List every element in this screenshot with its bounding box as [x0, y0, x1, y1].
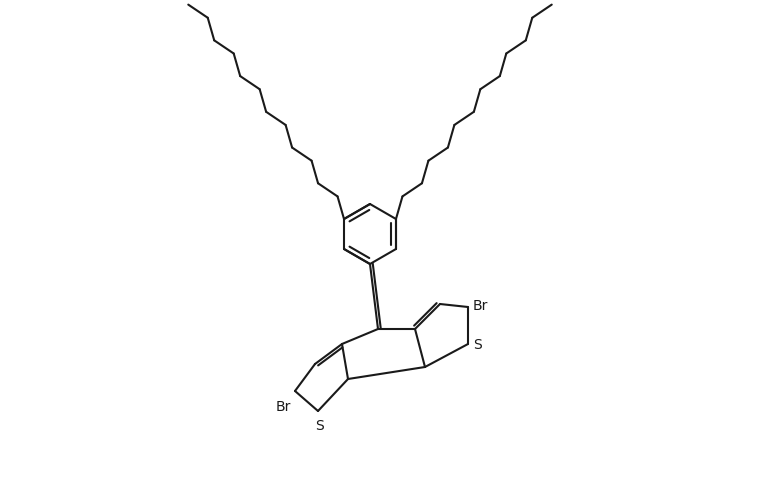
Text: S: S — [315, 418, 323, 432]
Text: Br: Br — [276, 399, 290, 413]
Text: S: S — [473, 337, 482, 351]
Text: Br: Br — [473, 298, 489, 312]
